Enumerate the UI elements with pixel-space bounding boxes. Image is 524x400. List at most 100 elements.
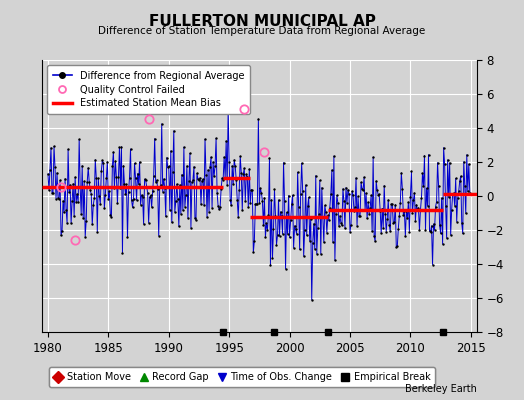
Point	[183, 163, 191, 169]
Point	[352, 175, 360, 181]
Point	[464, 188, 472, 194]
Point	[335, 223, 343, 230]
Point	[202, 171, 210, 178]
Point	[87, 191, 95, 198]
Point	[434, 183, 443, 190]
Text: FULLERTON MUNICIPAL AP: FULLERTON MUNICIPAL AP	[149, 14, 375, 29]
Point	[390, 219, 398, 226]
Point	[172, 181, 181, 187]
Point	[296, 246, 304, 253]
Point	[147, 204, 156, 210]
Point	[269, 226, 278, 232]
Point	[82, 217, 91, 224]
Point	[157, 182, 165, 188]
Point	[377, 230, 385, 236]
Point	[219, 176, 227, 183]
Point	[333, 192, 341, 199]
Point	[116, 184, 125, 191]
Point	[277, 213, 286, 219]
Point	[69, 181, 78, 187]
Point	[109, 149, 117, 155]
Point	[450, 190, 458, 196]
Point	[416, 207, 424, 213]
Point	[276, 208, 285, 215]
Point	[88, 221, 96, 228]
Point	[196, 175, 204, 181]
Point	[97, 168, 105, 174]
Point	[337, 220, 345, 226]
Point	[154, 185, 162, 192]
Point	[429, 221, 438, 227]
Point	[294, 204, 303, 210]
Point	[95, 193, 104, 200]
Point	[44, 171, 52, 177]
Point	[427, 229, 435, 235]
Point	[149, 173, 158, 180]
Point	[447, 206, 456, 213]
Point	[373, 187, 381, 194]
Point	[89, 202, 97, 208]
Point	[453, 218, 461, 225]
Point	[334, 200, 342, 206]
Point	[118, 250, 127, 257]
Point	[418, 170, 427, 177]
Point	[301, 182, 310, 188]
Point	[161, 213, 170, 220]
Point	[375, 191, 384, 198]
Point	[324, 212, 332, 219]
Point	[443, 156, 452, 163]
Point	[226, 197, 234, 203]
Point	[394, 226, 402, 232]
Point	[246, 200, 255, 206]
Point	[197, 201, 205, 207]
Point	[146, 194, 154, 200]
Point	[424, 152, 433, 158]
Point	[368, 228, 376, 234]
Point	[329, 239, 337, 245]
Point	[177, 210, 185, 217]
Point	[121, 181, 129, 188]
Point	[461, 183, 469, 189]
Point	[341, 225, 349, 231]
Point	[72, 199, 80, 205]
Point	[90, 195, 99, 202]
Point	[404, 199, 412, 206]
Point	[209, 159, 217, 165]
Point	[224, 106, 232, 112]
Point	[194, 176, 202, 182]
Point	[104, 196, 113, 202]
Point	[415, 227, 423, 233]
Point	[346, 228, 354, 235]
Point	[442, 235, 451, 241]
Point	[285, 192, 293, 199]
Point	[173, 196, 182, 203]
Point	[217, 186, 225, 192]
Point	[319, 214, 327, 220]
Point	[407, 168, 416, 174]
Point	[228, 163, 236, 169]
Point	[146, 192, 155, 198]
Point	[100, 205, 108, 211]
Point	[110, 185, 118, 192]
Point	[385, 222, 394, 228]
Point	[430, 227, 439, 233]
Point	[126, 146, 135, 152]
Point	[123, 234, 132, 240]
Point	[247, 186, 256, 193]
Point	[139, 221, 148, 227]
Point	[215, 206, 223, 212]
Point	[397, 170, 406, 176]
Point	[143, 183, 151, 190]
Point	[326, 190, 335, 197]
Point	[166, 207, 174, 213]
Point	[313, 250, 321, 257]
Point	[452, 175, 460, 182]
Point	[106, 212, 115, 218]
Point	[393, 243, 401, 250]
Point	[93, 228, 102, 235]
Point	[94, 175, 103, 182]
Point	[124, 189, 133, 196]
Point	[234, 214, 243, 220]
Point	[280, 198, 289, 204]
Point	[179, 207, 187, 213]
